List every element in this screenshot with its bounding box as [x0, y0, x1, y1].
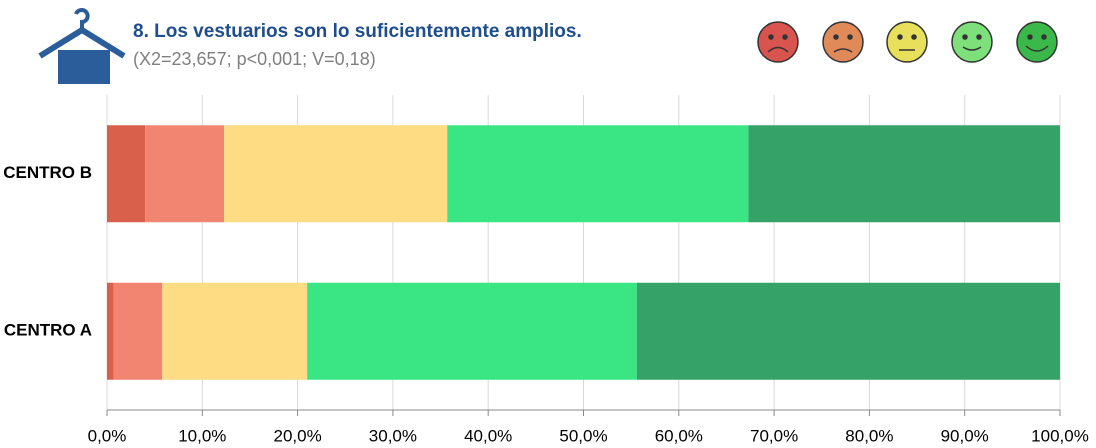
bar-segment [162, 282, 308, 380]
y-tick-label: CENTRO B [3, 163, 92, 182]
x-tick-label: 40,0% [464, 426, 512, 445]
face-very-sad [757, 21, 799, 63]
bar-segment [107, 282, 114, 380]
bar-segment [107, 125, 146, 223]
chart-title: 8. Los vestuarios son lo suficientemente… [133, 21, 582, 42]
bar-segment [748, 125, 1060, 223]
bar-segment [636, 282, 1060, 380]
x-tick-label: 60,0% [655, 426, 703, 445]
bar-segment [307, 282, 637, 380]
face-icons [757, 21, 1058, 63]
face-happy [951, 21, 993, 63]
x-tick-label: 70,0% [750, 426, 798, 445]
y-tick-label: CENTRO A [4, 321, 92, 340]
x-tick-label: 20,0% [273, 426, 321, 445]
x-tick-label: 10,0% [178, 426, 226, 445]
face-very-happy [1016, 21, 1058, 63]
x-tick-label: 30,0% [369, 426, 417, 445]
face-sad [822, 21, 864, 63]
hanger-icon [38, 8, 126, 84]
x-tick-label: 50,0% [559, 426, 607, 445]
bar-segment [224, 125, 448, 223]
x-tick-label: 90,0% [941, 426, 989, 445]
x-tick-label: 80,0% [845, 426, 893, 445]
x-tick-label: 100,0% [1031, 426, 1089, 445]
bar-segment [447, 125, 749, 223]
chart-subtitle: (X2=23,657; p<0,001; V=0,18) [133, 49, 376, 69]
bar-segment [113, 282, 163, 380]
face-neutral [886, 21, 928, 63]
bar-segment [145, 125, 225, 223]
x-tick-label: 0,0% [88, 426, 127, 445]
